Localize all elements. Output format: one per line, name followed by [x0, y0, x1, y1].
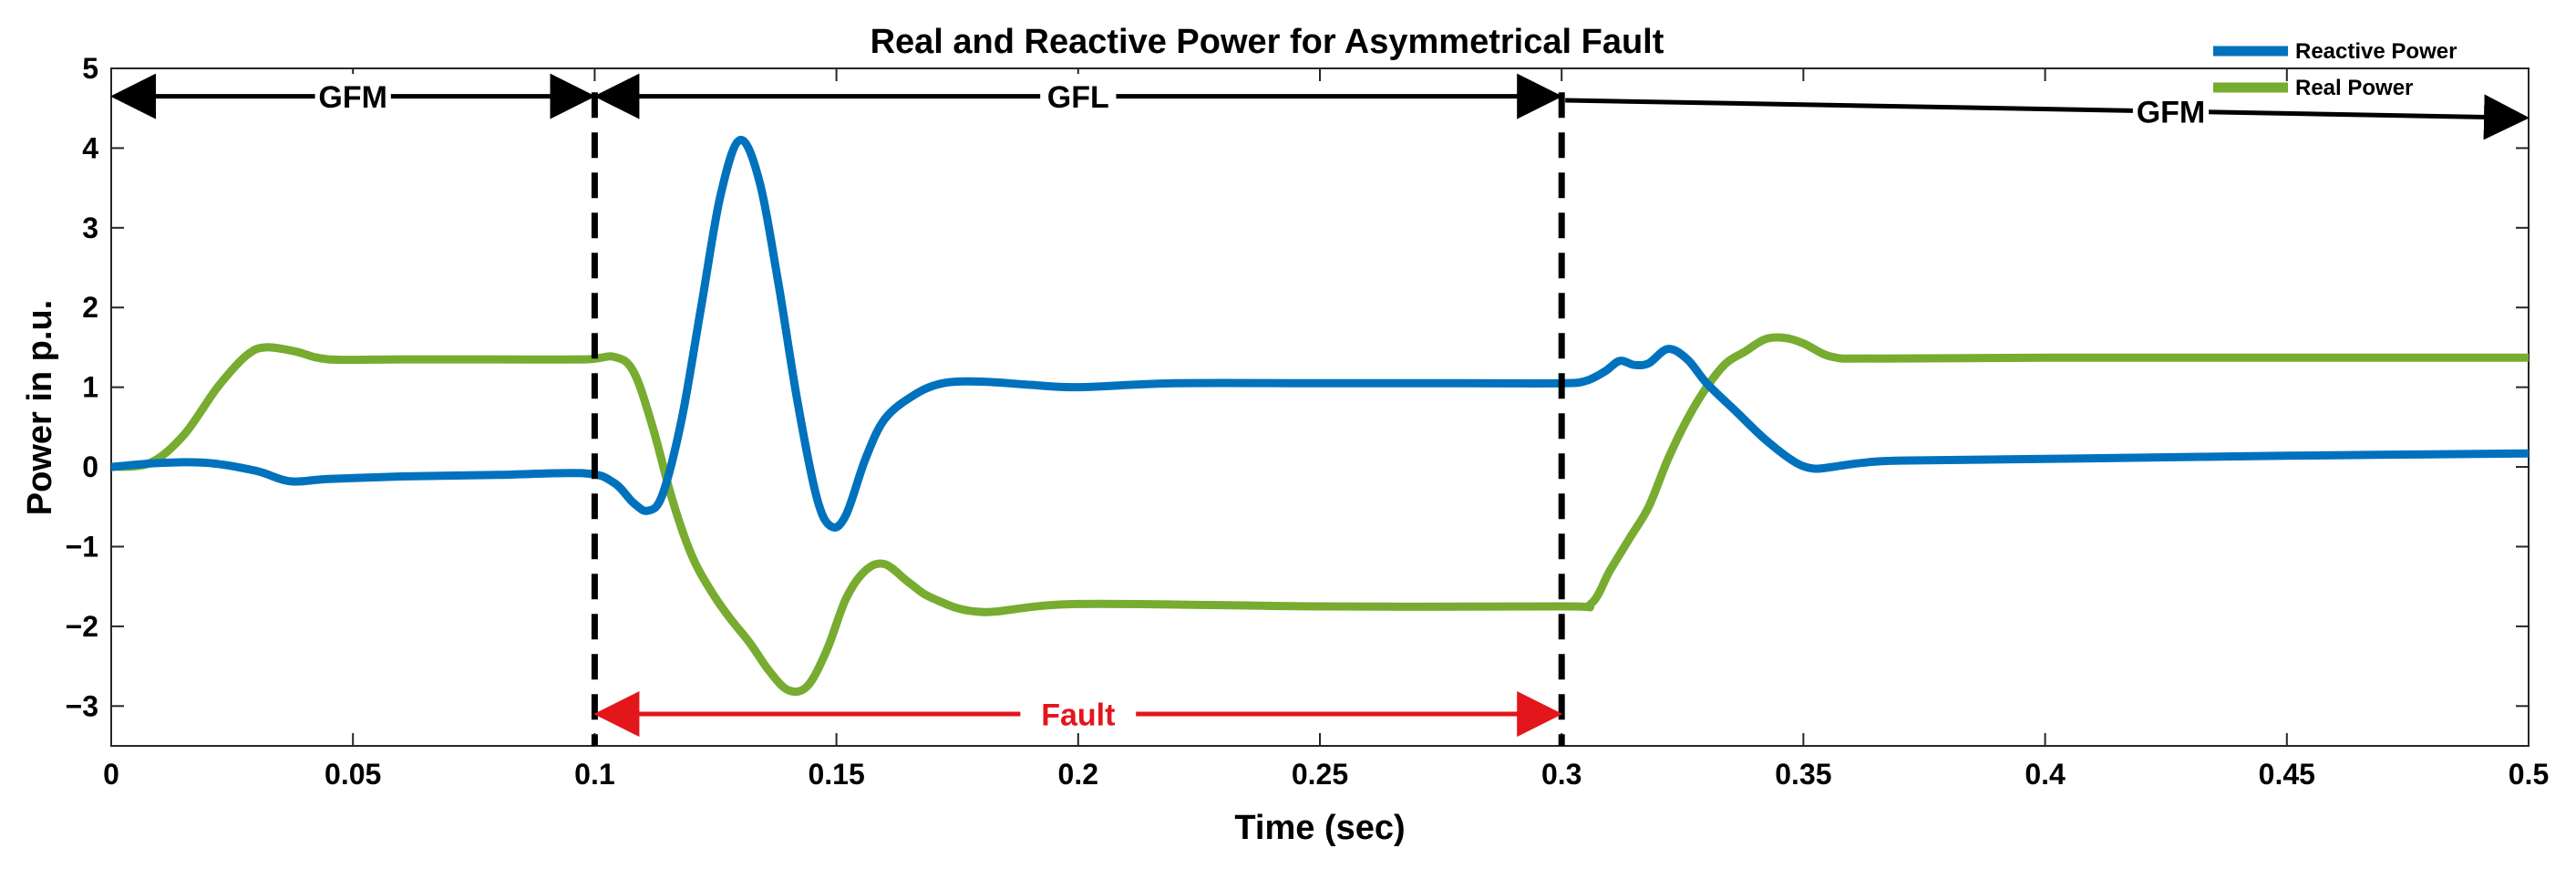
y-tick-label: 4 [82, 131, 98, 164]
mode-label: GFM [318, 80, 387, 115]
axes-box [110, 67, 2530, 747]
mode-arrow [1565, 94, 2530, 140]
y-tick-label: −2 [66, 610, 98, 643]
x-tick-label: 0.45 [2259, 758, 2315, 791]
y-tick-label: −1 [66, 530, 98, 563]
x-axis-label: Time (sec) [1234, 809, 1405, 847]
x-tick-label: 0.2 [1058, 758, 1098, 791]
y-tick-label: 5 [82, 52, 98, 85]
series-group [111, 136, 2529, 697]
plot-area: 0 0.05 0.1 0.15 0.2 0.25 0.3 0.35 0.4 0.45 0.5 −3 −2… [66, 52, 2550, 791]
mode-label: GFL [1047, 80, 1109, 115]
x-tick-label: 0.3 [1541, 758, 1582, 791]
fault-label-bg [1020, 691, 1137, 732]
legend-label-real: Real Power [2295, 76, 2413, 100]
x-tick-label: 0 [103, 758, 119, 791]
x-tick-label: 0.05 [325, 758, 381, 791]
y-tick-label: 3 [82, 212, 98, 244]
x-tick-label: 0.25 [1292, 758, 1348, 791]
legend-label-reactive: Reactive Power [2295, 39, 2457, 64]
x-tick-label: 0.5 [2509, 758, 2549, 791]
chart-title: Real and Reactive Power for Asymmetrical… [871, 23, 1664, 61]
real-power-line [111, 333, 2529, 697]
fault-label: Fault [1041, 698, 1115, 732]
mode-label-bg [1040, 74, 1117, 115]
mode-label-bg [2132, 88, 2210, 129]
mode-label: GFM [2137, 95, 2206, 129]
y-tick-label: 0 [82, 450, 98, 483]
x-tick-label: 0.1 [574, 758, 614, 791]
x-tick-label: 0.15 [808, 758, 864, 791]
y-tick-label: 1 [82, 371, 98, 404]
y-tick-label: −3 [66, 689, 98, 722]
x-tick-label: 0.35 [1775, 758, 1831, 791]
y-axis-label: Power in p.u. [21, 300, 59, 515]
reactive-power-line [111, 136, 2529, 533]
x-tick-label: 0.4 [2025, 758, 2066, 791]
y-tick-label: 2 [82, 291, 98, 324]
mode-label-bg [314, 74, 391, 115]
